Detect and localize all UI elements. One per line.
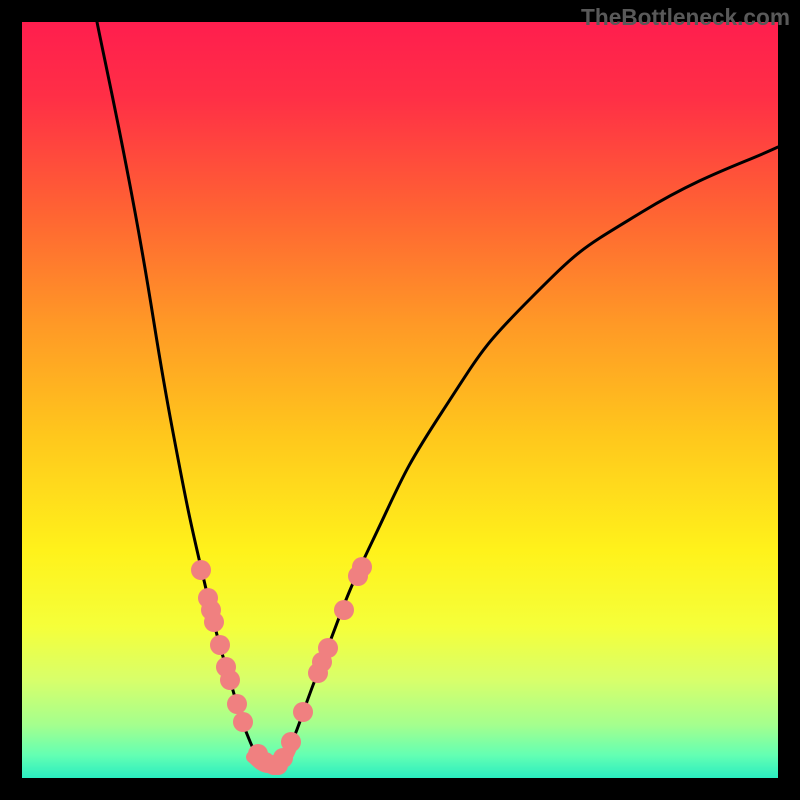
data-marker (220, 670, 240, 690)
chart-svg (22, 22, 778, 778)
data-marker (210, 635, 230, 655)
data-marker (227, 694, 247, 714)
data-marker (318, 638, 338, 658)
data-marker (281, 732, 301, 752)
data-marker (191, 560, 211, 580)
gradient-background (22, 22, 778, 778)
chart-inner (22, 22, 778, 778)
data-marker (233, 712, 253, 732)
data-marker (204, 612, 224, 632)
data-marker (352, 557, 372, 577)
data-marker (334, 600, 354, 620)
chart-frame: TheBottleneck.com (0, 0, 800, 800)
data-marker (293, 702, 313, 722)
watermark-text: TheBottleneck.com (581, 4, 790, 31)
